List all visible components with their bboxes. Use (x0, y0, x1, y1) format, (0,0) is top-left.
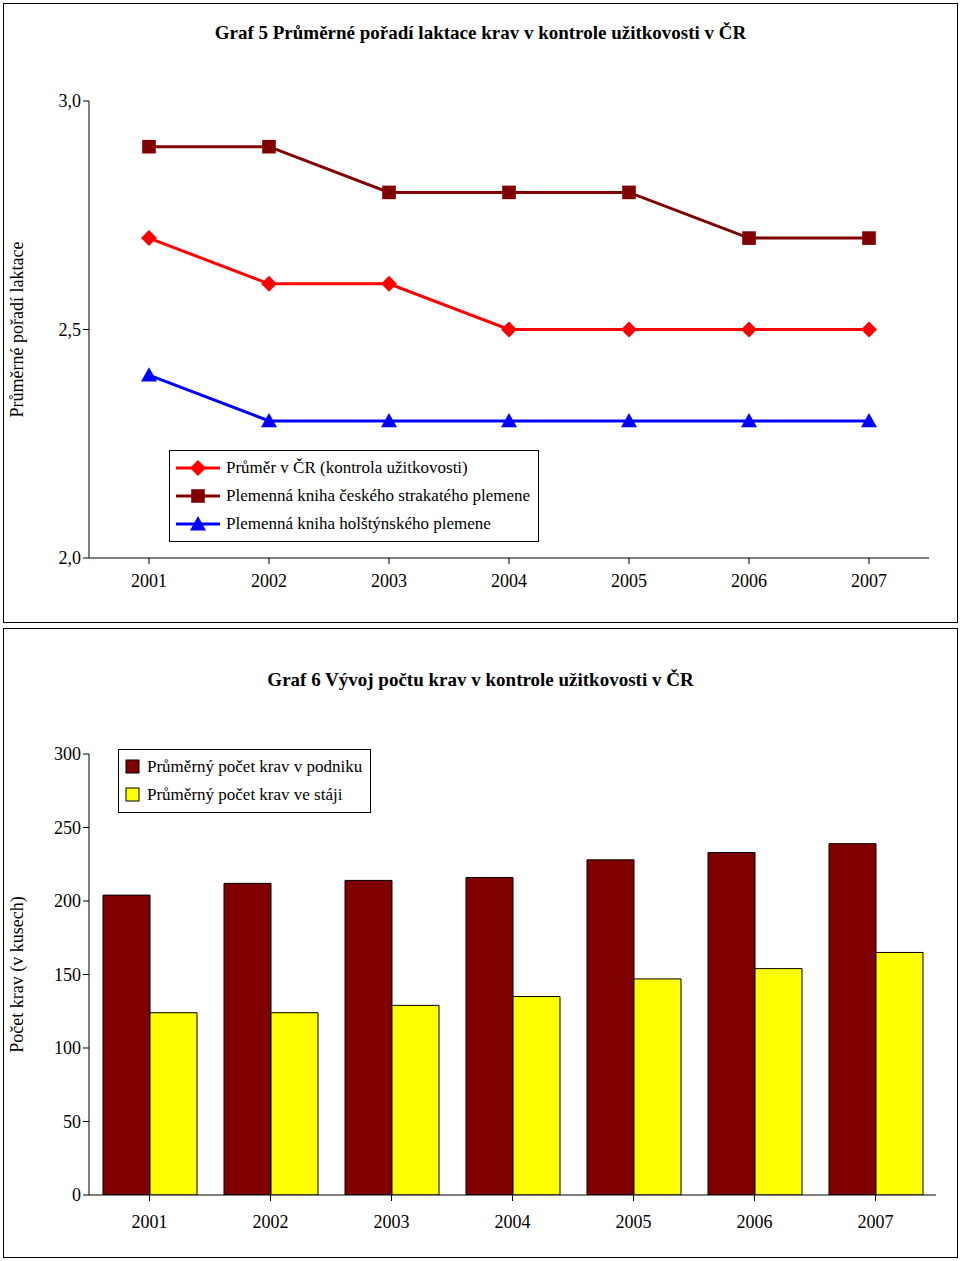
svg-text:Počet krav (v kusech): Počet krav (v kusech) (8, 896, 28, 1052)
html-text:Průměrný počet krav ve stáji: Průměrný počet krav ve stáji (147, 785, 343, 804)
svg-text:100: 100 (54, 1038, 81, 1058)
svg-text:2001: 2001 (132, 1212, 168, 1232)
svg-text:150: 150 (54, 965, 81, 985)
svg-text:2003: 2003 (371, 571, 407, 591)
svg-text:2006: 2006 (737, 1212, 773, 1232)
html-text:Graf 6 Vývoj počtu krav v kont: Graf 6 Vývoj počtu krav v kontrole užitk… (267, 669, 694, 690)
svg-text:Průměrné pořadí laktace: Průměrné pořadí laktace (8, 242, 27, 418)
svg-text:2005: 2005 (616, 1212, 652, 1232)
html-text:Průměr v ČR (kontrola užitkovo: Průměr v ČR (kontrola užitkovosti) (226, 458, 468, 477)
svg-text:2,5: 2,5 (59, 320, 82, 340)
svg-text:300: 300 (54, 744, 81, 764)
svg-text:250: 250 (54, 818, 81, 838)
svg-text:2004: 2004 (491, 571, 527, 591)
svg-text:3,0: 3,0 (59, 91, 82, 111)
html-text:Plemenná kniha českého strakat: Plemenná kniha českého strakatého plemen… (226, 486, 530, 505)
svg-text:2,0: 2,0 (59, 548, 82, 568)
svg-text:2004: 2004 (495, 1212, 531, 1232)
svg-text:2002: 2002 (251, 571, 287, 591)
svg-text:2007: 2007 (851, 571, 887, 591)
svg-text:50: 50 (63, 1112, 81, 1132)
svg-text:2007: 2007 (858, 1212, 894, 1232)
html-text:Graf 5 Průměrné pořadí laktace: Graf 5 Průměrné pořadí laktace krav v ko… (214, 22, 747, 43)
svg-text:2005: 2005 (611, 571, 647, 591)
svg-text:2002: 2002 (253, 1212, 289, 1232)
html-text:Plemenná kniha holštýnského pl: Plemenná kniha holštýnského plemene (226, 514, 491, 533)
svg-text:200: 200 (54, 891, 81, 911)
svg-text:2001: 2001 (131, 571, 167, 591)
svg-text:0: 0 (72, 1185, 81, 1205)
svg-text:2003: 2003 (374, 1212, 410, 1232)
svg-text:2006: 2006 (731, 571, 767, 591)
html-text:Průměrný počet krav v podniku: Průměrný počet krav v podniku (147, 757, 363, 776)
